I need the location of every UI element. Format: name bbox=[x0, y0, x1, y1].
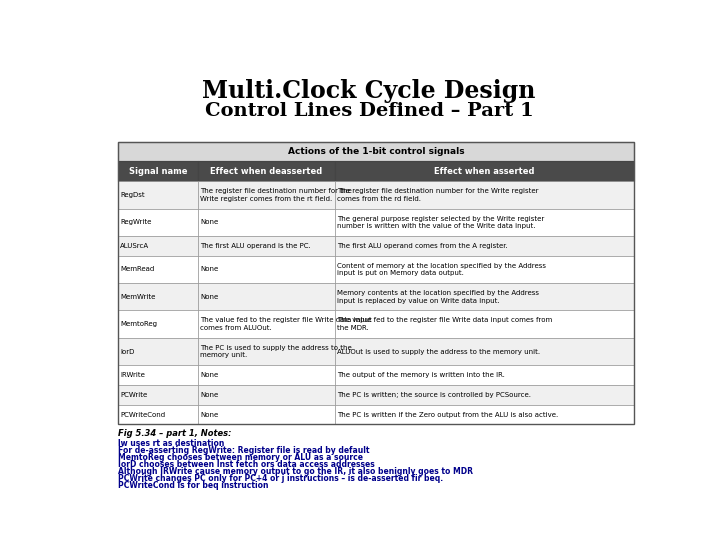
Bar bbox=[198, 236, 335, 256]
Text: PCWriteCond is for beq instruction: PCWriteCond is for beq instruction bbox=[118, 481, 269, 490]
Bar bbox=[335, 385, 634, 404]
Text: Fig 5.34 – part 1, Notes:: Fig 5.34 – part 1, Notes: bbox=[118, 429, 231, 438]
Text: MemtoReg chooses between memory or ALU as a source: MemtoReg chooses between memory or ALU a… bbox=[118, 453, 363, 462]
Text: IorD chooses between Inst fetch ors data access addresses: IorD chooses between Inst fetch ors data… bbox=[118, 460, 374, 469]
Bar bbox=[118, 256, 198, 283]
Bar bbox=[198, 208, 335, 236]
Bar bbox=[198, 404, 335, 424]
Text: None: None bbox=[200, 219, 218, 225]
Bar bbox=[335, 208, 634, 236]
Text: RegWrite: RegWrite bbox=[120, 219, 151, 225]
Text: The first ALU operand comes from the A register.: The first ALU operand comes from the A r… bbox=[337, 243, 508, 249]
Text: The general purpose register selected by the Write register
number is written wi: The general purpose register selected by… bbox=[337, 215, 544, 229]
Text: Effect when asserted: Effect when asserted bbox=[434, 167, 535, 176]
Bar bbox=[198, 181, 335, 208]
Text: The PC is used to supply the address to the
memory unit.: The PC is used to supply the address to … bbox=[200, 345, 352, 358]
Text: Actions of the 1-bit control signals: Actions of the 1-bit control signals bbox=[288, 147, 464, 156]
Bar bbox=[118, 385, 198, 404]
Text: The register file destination number for the
Write register comes from the rt fi: The register file destination number for… bbox=[200, 188, 352, 201]
Bar bbox=[335, 283, 634, 310]
Text: Control Lines Defined – Part 1: Control Lines Defined – Part 1 bbox=[204, 102, 534, 120]
Text: RegDst: RegDst bbox=[120, 192, 145, 198]
Text: The PC is written; the source is controlled by PCSource.: The PC is written; the source is control… bbox=[337, 392, 531, 398]
Bar bbox=[198, 385, 335, 404]
Text: The value fed to the register file Write data input
comes from ALUOut.: The value fed to the register file Write… bbox=[200, 318, 372, 331]
Text: Memory contents at the location specified by the Address
input is replaced by va: Memory contents at the location specifie… bbox=[337, 290, 539, 303]
Bar bbox=[118, 310, 198, 338]
Text: None: None bbox=[200, 294, 218, 300]
Text: IorD: IorD bbox=[120, 348, 135, 354]
Bar bbox=[198, 161, 335, 181]
Text: ALUSrcA: ALUSrcA bbox=[120, 243, 149, 249]
Bar bbox=[118, 236, 198, 256]
Text: The output of the memory is written into the IR.: The output of the memory is written into… bbox=[337, 372, 505, 378]
Text: PCWrite: PCWrite bbox=[120, 392, 148, 398]
Text: PCWriteCond: PCWriteCond bbox=[120, 411, 166, 417]
Text: The PC is written if the Zero output from the ALU is also active.: The PC is written if the Zero output fro… bbox=[337, 411, 558, 417]
Bar bbox=[198, 338, 335, 365]
Text: The value fed to the register file Write data input comes from
the MDR.: The value fed to the register file Write… bbox=[337, 318, 552, 331]
Text: Multi.Clock Cycle Design: Multi.Clock Cycle Design bbox=[202, 79, 536, 103]
Bar bbox=[118, 365, 198, 385]
Bar bbox=[335, 404, 634, 424]
Bar bbox=[198, 365, 335, 385]
Text: MemWrite: MemWrite bbox=[120, 294, 156, 300]
Text: For de-asserting RegWrite: Register file is read by default: For de-asserting RegWrite: Register file… bbox=[118, 446, 369, 455]
Bar bbox=[118, 161, 198, 181]
Bar bbox=[335, 256, 634, 283]
Bar bbox=[118, 338, 198, 365]
Bar bbox=[335, 310, 634, 338]
Bar bbox=[335, 236, 634, 256]
Text: Signal name: Signal name bbox=[129, 167, 187, 176]
Bar bbox=[198, 283, 335, 310]
Bar bbox=[335, 181, 634, 208]
Bar bbox=[198, 256, 335, 283]
Text: Content of memory at the location specified by the Address
input is put on Memor: Content of memory at the location specif… bbox=[337, 262, 546, 276]
Bar bbox=[118, 181, 198, 208]
Bar bbox=[198, 310, 335, 338]
Bar bbox=[118, 141, 634, 424]
Bar bbox=[118, 283, 198, 310]
Bar bbox=[118, 141, 634, 161]
Text: The register file destination number for the Write register
comes from the rd fi: The register file destination number for… bbox=[337, 188, 539, 201]
Text: IRWrite: IRWrite bbox=[120, 372, 145, 378]
Bar bbox=[335, 161, 634, 181]
Text: MemtoReg: MemtoReg bbox=[120, 321, 157, 327]
Text: The first ALU operand is the PC.: The first ALU operand is the PC. bbox=[200, 243, 311, 249]
Text: Effect when deasserted: Effect when deasserted bbox=[210, 167, 323, 176]
Text: Although IRWrite cause memory output to go the IR, it also benignly goes to MDR: Although IRWrite cause memory output to … bbox=[118, 467, 473, 476]
Text: lw uses rt as destination: lw uses rt as destination bbox=[118, 438, 224, 448]
Text: PCWrite changes PC only for PC+4 or j instructions – is de-asserted fir beq.: PCWrite changes PC only for PC+4 or j in… bbox=[118, 474, 443, 483]
Bar bbox=[118, 404, 198, 424]
Bar bbox=[118, 208, 198, 236]
Text: None: None bbox=[200, 372, 218, 378]
Bar bbox=[335, 338, 634, 365]
Text: None: None bbox=[200, 266, 218, 272]
Text: None: None bbox=[200, 392, 218, 398]
Text: MemRead: MemRead bbox=[120, 266, 154, 272]
Bar bbox=[335, 365, 634, 385]
Text: ALUOut is used to supply the address to the memory unit.: ALUOut is used to supply the address to … bbox=[337, 348, 540, 354]
Text: None: None bbox=[200, 411, 218, 417]
